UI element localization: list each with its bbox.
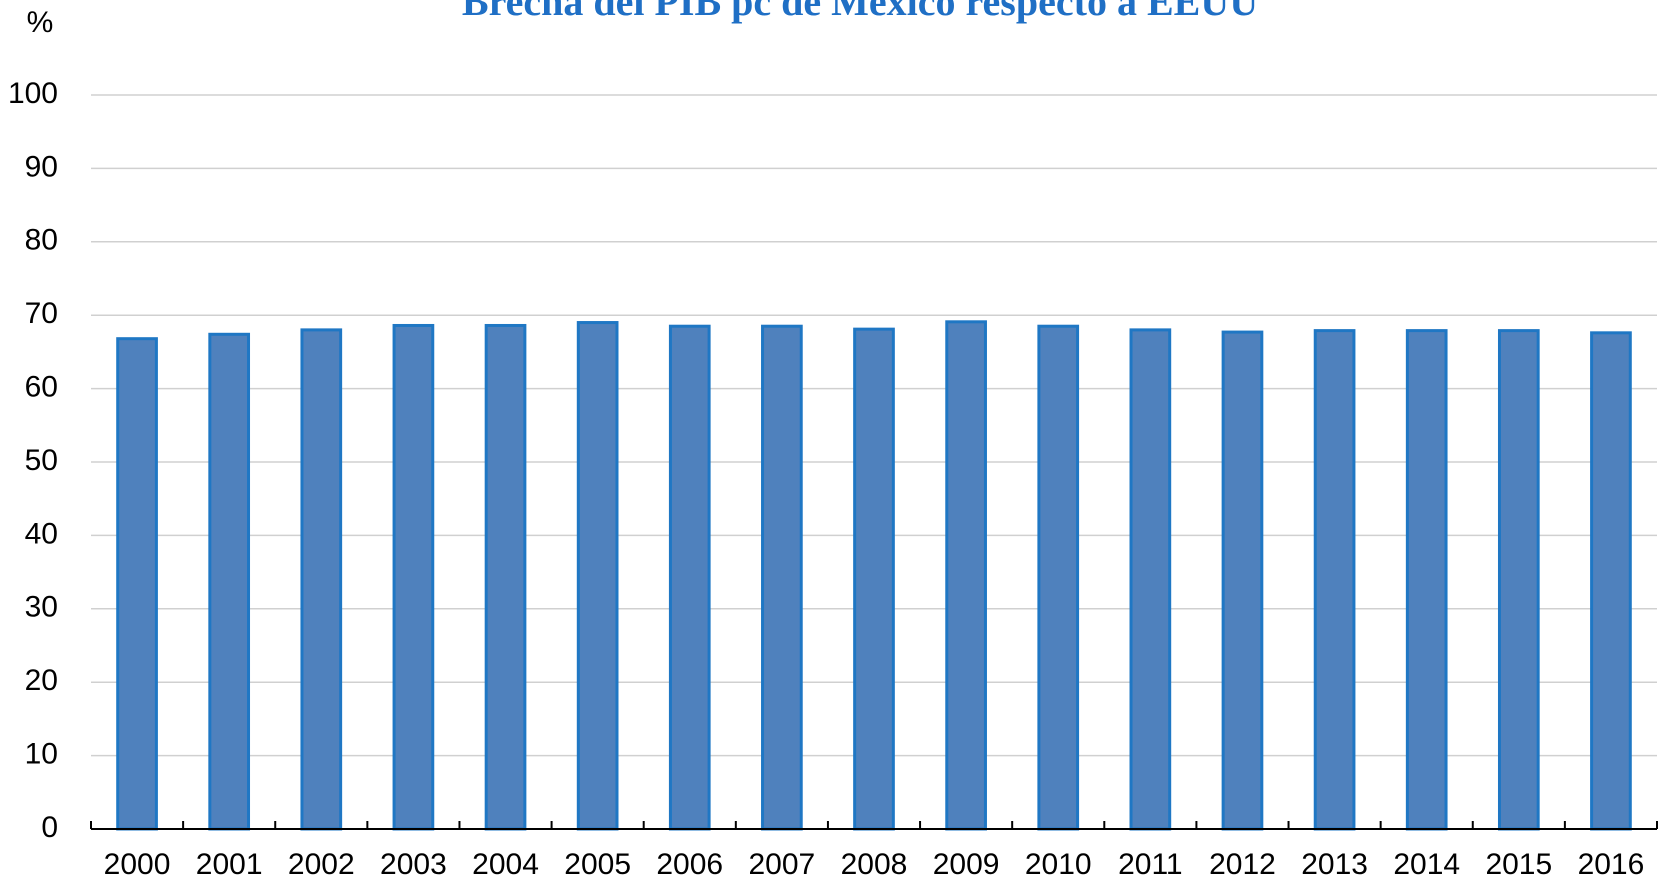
bar: [300, 328, 343, 831]
bar: [1221, 330, 1264, 831]
x-tick-label: 2009: [933, 848, 1000, 881]
x-tick-label: 2001: [196, 848, 263, 881]
y-tick-label: 90: [25, 150, 58, 183]
x-tick-label: 2010: [1025, 848, 1092, 881]
y-tick-label: 70: [25, 297, 58, 330]
x-tick-label: 2016: [1578, 848, 1645, 881]
bar: [208, 332, 251, 831]
y-tick-label: 30: [25, 591, 58, 624]
x-tick-label: 2003: [380, 848, 447, 881]
y-tick-label: 0: [41, 811, 58, 844]
x-tick-label: 2011: [1118, 848, 1183, 881]
x-tick-label: 2000: [104, 848, 171, 881]
bar: [1037, 324, 1080, 831]
y-tick-label: 100: [8, 77, 58, 110]
y-tick-label: 10: [25, 738, 58, 771]
bar: [853, 327, 895, 831]
x-tick-label: 2006: [656, 848, 723, 881]
x-tick-label: 2014: [1393, 848, 1460, 881]
x-tick-label: 2015: [1485, 848, 1552, 881]
x-tick-label: 2004: [472, 848, 539, 881]
y-tick-label: 50: [25, 444, 58, 477]
bar: [945, 320, 987, 831]
bar: [116, 337, 158, 831]
bar: [484, 323, 527, 831]
x-tick-label: 2005: [564, 848, 631, 881]
chart-title: Brecha del PIB pc de México respecto a E…: [462, 0, 1258, 24]
bar: [1405, 329, 1448, 831]
y-axis-label: %: [27, 6, 54, 39]
x-tick-label: 2002: [288, 848, 355, 881]
bar: [1313, 329, 1356, 831]
bar: [668, 324, 711, 831]
bar: [576, 321, 619, 831]
x-tick-label: 2007: [749, 848, 816, 881]
bar: [392, 323, 435, 831]
x-tick-label: 2012: [1209, 848, 1276, 881]
y-tick-label: 40: [25, 517, 58, 550]
y-tick-label: 60: [25, 371, 58, 404]
y-tick-label: 20: [25, 664, 58, 697]
y-tick-label: 80: [25, 224, 58, 257]
bar: [1590, 331, 1632, 831]
x-tick-label: 2008: [841, 848, 908, 881]
bar: [1129, 328, 1172, 831]
bar: [761, 324, 803, 831]
bar: [1497, 329, 1540, 831]
x-tick-label: 2013: [1301, 848, 1368, 881]
